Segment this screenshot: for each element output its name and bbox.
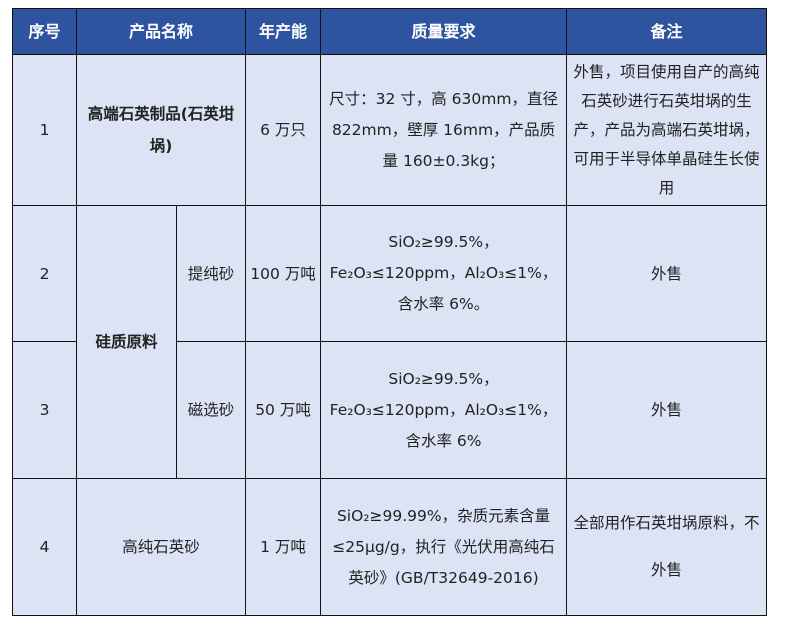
cell-group: 硅质原料 [76,205,177,479]
cell-name: 提纯砂 [175,205,247,342]
table-row: 2 硅质原料 提纯砂 100 万吨 SiO₂≥99.5%，Fe₂O₃≤120pp… [12,205,768,479]
header-quality: 质量要求 [320,8,568,55]
cell-note: 全部用作石英坩埚原料，不外售 [566,478,768,616]
cell-quality: SiO₂≥99.99%，杂质元素含量≤25μg/g，执行《光伏用高纯石英砂》(G… [320,478,568,616]
cell-no: 2 [12,205,77,342]
cell-name: 磁选砂 [175,341,247,479]
header-row: 序号 产品名称 年产能 质量要求 备注 [12,8,768,55]
product-table: 序号 产品名称 年产能 质量要求 备注 1 高端石英制品(石英坩埚) 6 万只 … [12,8,768,616]
cell-note: 外售 [566,205,768,342]
cell-capacity: 50 万吨 [245,341,322,479]
cell-no: 4 [12,478,77,616]
cell-quality: SiO₂≥99.5%，Fe₂O₃≤120ppm，Al₂O₃≤1%，含水率 6%。 [320,205,568,342]
cell-no: 3 [12,341,77,479]
table-row: 3 磁选砂 50 万吨 SiO₂≥99.5%，Fe₂O₃≤120ppm，Al₂O… [12,341,768,479]
header-no: 序号 [12,8,77,55]
cell-quality: 尺寸：32 寸，高 630mm，直径 822mm，壁厚 16mm，产品质量 16… [320,54,568,206]
cell-capacity: 6 万只 [245,54,322,206]
cell-no: 1 [12,54,77,206]
cell-note: 外售，项目使用自产的高纯石英砂进行石英坩埚的生产，产品为高端石英坩埚，可用于半导… [566,54,768,206]
cell-capacity: 100 万吨 [245,205,322,342]
cell-note: 外售 [566,341,768,479]
header-note: 备注 [566,8,768,55]
cell-quality: SiO₂≥99.5%，Fe₂O₃≤120ppm，Al₂O₃≤1%，含水率 6% [320,341,568,479]
header-capacity: 年产能 [245,8,322,55]
header-name: 产品名称 [75,8,247,55]
table-row: 4 高纯石英砂 1 万吨 SiO₂≥99.99%，杂质元素含量≤25μg/g，执… [12,478,768,616]
cell-capacity: 1 万吨 [245,478,322,616]
cell-name: 高端石英制品(石英坩埚) [75,54,247,206]
cell-name: 高纯石英砂 [75,478,247,616]
table-row: 1 高端石英制品(石英坩埚) 6 万只 尺寸：32 寸，高 630mm，直径 8… [12,54,768,206]
